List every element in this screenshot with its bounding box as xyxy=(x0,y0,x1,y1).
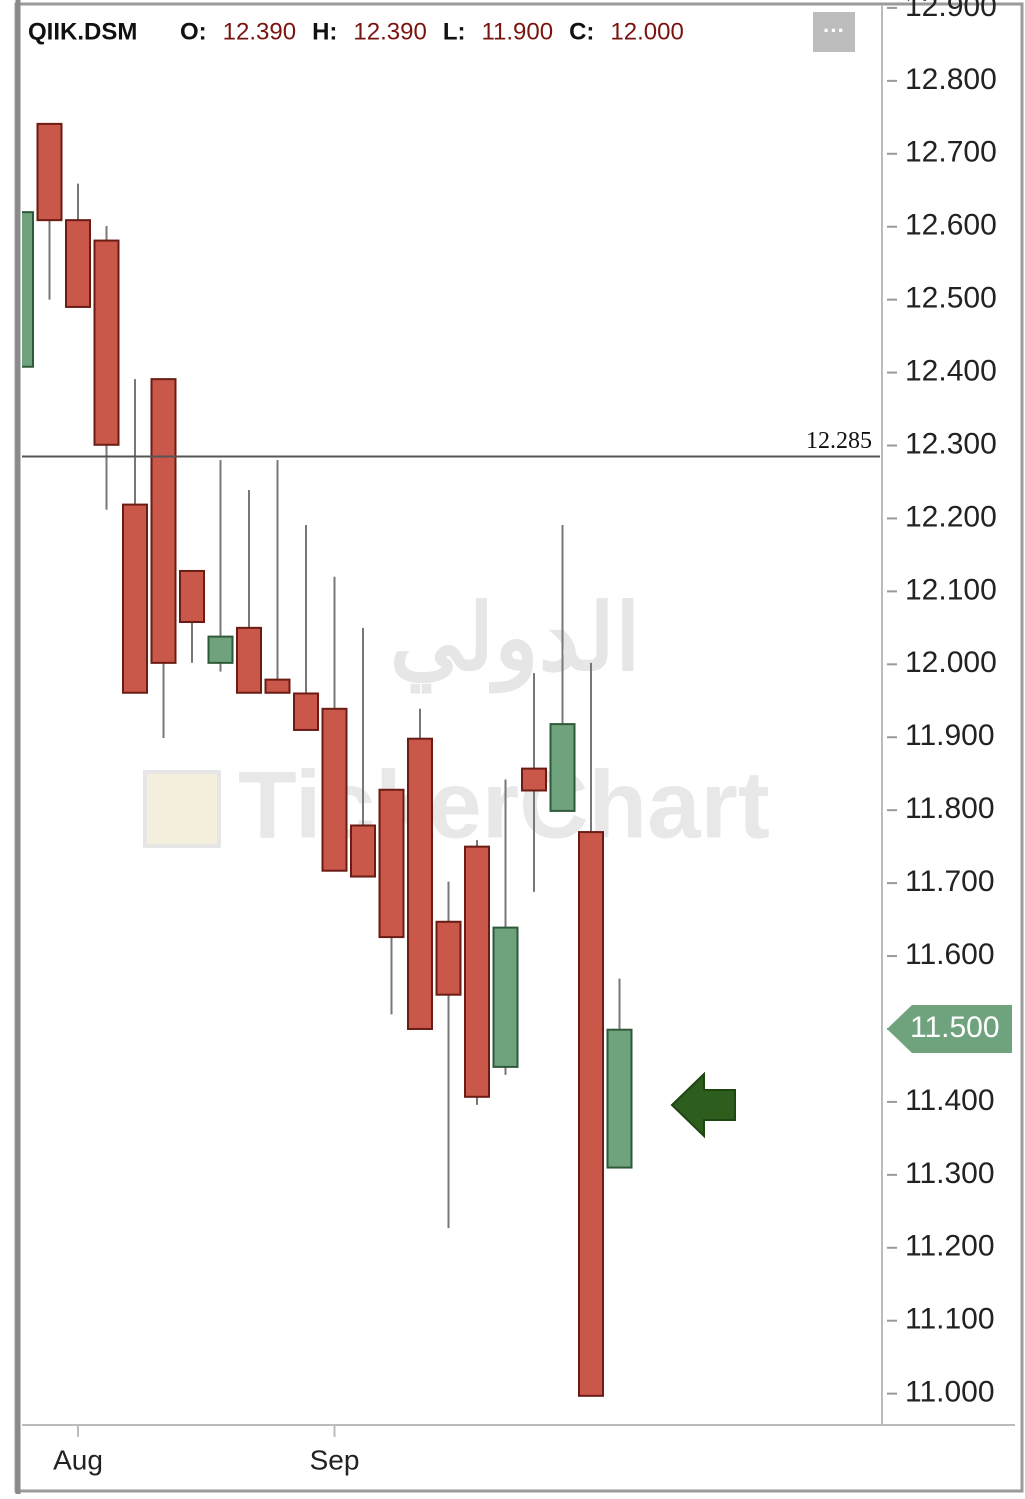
candle-body xyxy=(122,503,148,694)
candle-body xyxy=(350,824,376,878)
menu-button[interactable] xyxy=(813,12,855,52)
candle-body xyxy=(492,926,519,1068)
plot-area xyxy=(22,122,633,1397)
menu-icon: ··· xyxy=(823,18,845,43)
ohlc-name: O: xyxy=(180,18,207,45)
candle-body xyxy=(606,1028,633,1169)
symbol: QIIK.DSM xyxy=(28,18,137,45)
y-tick-label: 11.900 xyxy=(905,719,995,752)
y-tick-label: 12.100 xyxy=(905,573,997,606)
frame xyxy=(14,2,1024,1493)
y-tick-label: 12.200 xyxy=(905,500,997,533)
ohlc-value: 11.900 xyxy=(481,18,553,45)
candle-body xyxy=(93,239,120,446)
y-tick-label: 12.000 xyxy=(905,646,997,679)
ohlc-name: L: xyxy=(443,18,466,45)
watermark-logo xyxy=(143,770,221,848)
ohlc-value: 12.390 xyxy=(223,18,296,45)
candle-body xyxy=(521,767,547,792)
y-tick-label: 12.800 xyxy=(905,63,997,96)
candle-body xyxy=(264,678,291,694)
candle-body xyxy=(578,831,604,1397)
candle-body xyxy=(236,626,262,694)
ohlc-value: 12.000 xyxy=(610,18,683,45)
ohlc-name: C: xyxy=(569,18,594,45)
candle-body xyxy=(36,122,63,222)
candle-body xyxy=(549,723,576,812)
y-tick-label: 11.600 xyxy=(905,938,995,971)
y-tick-label: 11.800 xyxy=(905,792,995,825)
ohlc-header: O: 12.390 H: 12.390 L: 11.900 C: 12.000 xyxy=(180,18,684,45)
ohlc-value: 12.390 xyxy=(353,18,426,45)
candle-body xyxy=(65,219,91,308)
y-tick-label: 12.900 xyxy=(905,0,997,23)
y-tick-label: 11.700 xyxy=(905,865,995,898)
candle-body xyxy=(435,920,462,996)
candle-body xyxy=(321,707,348,872)
watermark-text: TickerChart xyxy=(238,751,770,858)
candle-body xyxy=(150,378,177,664)
x-tick-label: Sep xyxy=(310,1444,360,1475)
ohlc-name: H: xyxy=(312,18,337,45)
candle-body xyxy=(179,569,205,624)
y-tick-label: 12.400 xyxy=(905,355,997,388)
y-tick-label: 11.000 xyxy=(905,1376,995,1409)
reference-label: 12.285 xyxy=(806,428,872,454)
x-tick-label: Aug xyxy=(53,1444,103,1475)
candle-body xyxy=(464,845,490,1098)
last-price-label: 11.500 xyxy=(910,1011,1000,1044)
candle-body xyxy=(378,788,405,939)
y-tick-label: 12.500 xyxy=(905,282,997,315)
y-tick-label: 11.300 xyxy=(905,1157,995,1190)
watermark-arabic: الدولي xyxy=(389,587,640,693)
candle-body xyxy=(22,211,34,368)
y-tick-label: 12.600 xyxy=(905,209,997,242)
candle-body xyxy=(407,737,433,1030)
y-tick-label: 12.300 xyxy=(905,427,997,460)
candle-body xyxy=(207,635,234,664)
y-tick-label: 11.400 xyxy=(905,1084,995,1117)
y-tick-label: 12.700 xyxy=(905,136,997,169)
y-tick-label: 11.100 xyxy=(905,1303,995,1336)
arrow xyxy=(670,1071,736,1139)
candle-body xyxy=(293,692,319,731)
last-price-tag xyxy=(887,1004,1012,1053)
y-tick-label: 11.200 xyxy=(905,1230,995,1263)
